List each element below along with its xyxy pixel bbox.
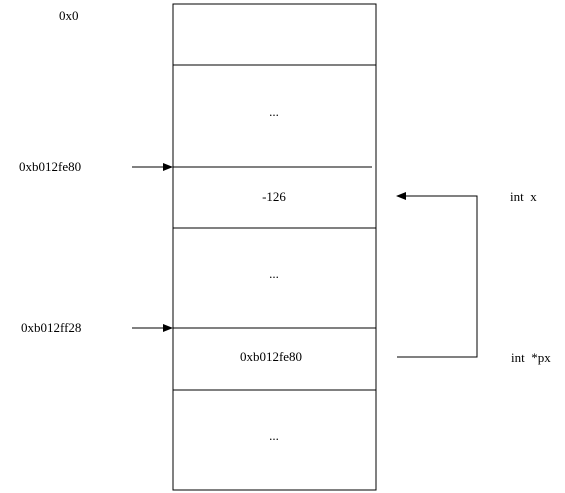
base-address-label: 0x0 bbox=[59, 8, 79, 23]
address-label-x: 0xb012fe80 bbox=[19, 159, 82, 174]
address-label-px: 0xb012ff28 bbox=[21, 320, 82, 335]
cell-ellipsis: ... bbox=[269, 428, 279, 443]
cell-ellipsis: ... bbox=[269, 266, 279, 281]
variable-label-x: int x bbox=[510, 189, 537, 204]
cell-ellipsis: ... bbox=[269, 104, 279, 119]
cell-value-px: 0xb012fe80 bbox=[239, 349, 303, 364]
cell-value-x: -126 bbox=[262, 189, 286, 204]
memory-column bbox=[172, 3, 377, 491]
pointer-arrow bbox=[396, 192, 478, 358]
variable-label-px: int *px bbox=[511, 350, 551, 365]
